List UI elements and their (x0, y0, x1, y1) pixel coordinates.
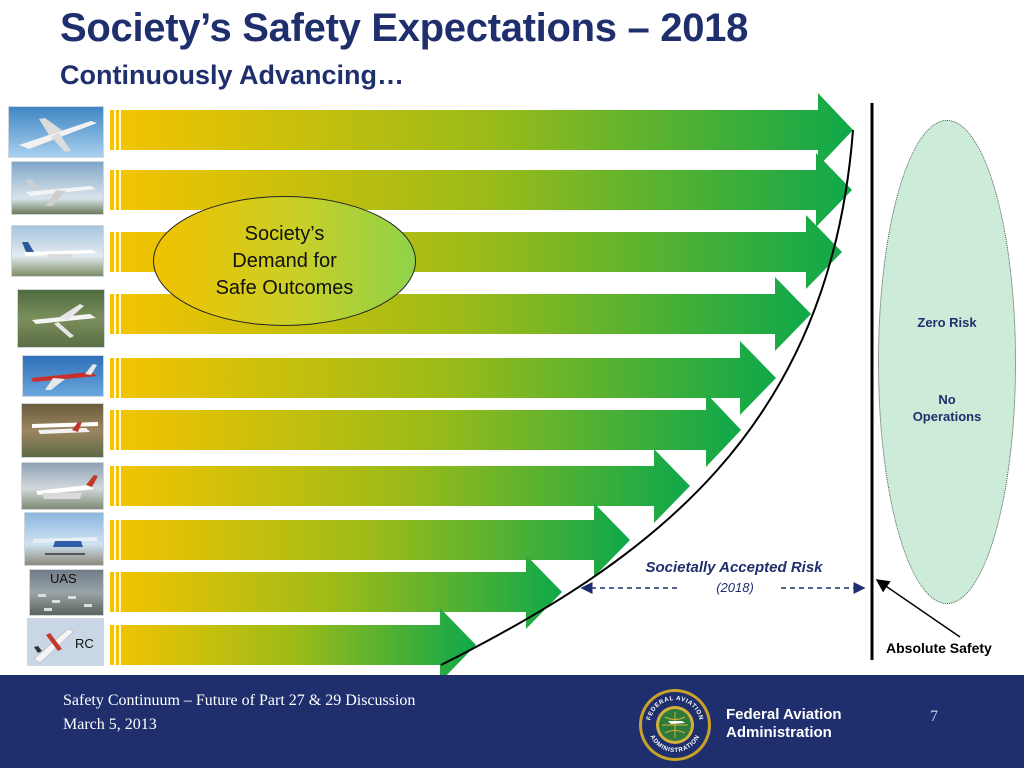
demand-line-3: Safe Outcomes (215, 276, 354, 299)
light-jet-thumbnail (17, 289, 105, 348)
arrow-experimental-aircraft (110, 503, 630, 577)
airliner-thumbnail (8, 106, 104, 158)
arrow-tail-stripe (119, 170, 121, 210)
arrow-tail-stripe (119, 294, 121, 334)
piston-aircraft-thumbnail (21, 403, 104, 458)
faa-line-2: Administration (726, 724, 832, 741)
faa-wordmark: Federal Aviation Administration (726, 706, 842, 742)
slide-subtitle: Continuously Advancing… (60, 60, 404, 90)
faa-seal-icon: FEDERAL AVIATION ADMINISTRATION (639, 689, 711, 761)
accepted-risk-curve (440, 129, 854, 666)
arrow-tail-stripe (114, 294, 116, 334)
uas-icon (38, 594, 92, 611)
business-jet-icon (26, 180, 96, 206)
uas-label: UAS (50, 571, 77, 586)
experimental-aircraft-icon (33, 537, 97, 555)
demand-line-2: Demand for (232, 249, 337, 272)
arrow-tail-stripe (119, 232, 121, 272)
airliner-icon (19, 118, 97, 152)
arrow-piston-aircraft (110, 393, 741, 467)
arrow-tail-stripe (119, 110, 121, 150)
societally-accepted-risk-label: Societally Accepted Risk (645, 559, 823, 576)
arrow-tail-stripe (114, 466, 116, 506)
arrow-tail-stripe (114, 232, 116, 272)
rc-label: RC (75, 636, 94, 651)
light-sport-aircraft-icon (36, 475, 98, 499)
arrow-tail-stripe (114, 110, 116, 150)
rc-model-thumbnail (27, 618, 104, 666)
no-operations-label-1: No (938, 392, 956, 407)
uas-thumbnail (29, 569, 104, 616)
demand-line-1: Society’s (244, 222, 325, 245)
arrow-rc-model (110, 608, 476, 682)
piston-aircraft-icon (32, 422, 98, 434)
footer-bar (0, 675, 1024, 768)
very-light-jet-icon (31, 364, 97, 390)
arrow-tail-stripe (114, 520, 116, 560)
society-demand-ellipse: Society’s Demand for Safe Outcomes (153, 196, 416, 326)
business-jet-thumbnail (11, 161, 104, 215)
arrow-tail-stripe (119, 466, 121, 506)
footer-date: March 5, 2013 (63, 716, 157, 733)
absolute-safety-pointer (875, 579, 961, 638)
arrow-tail-stripe (119, 625, 121, 665)
arrow-tail-stripe (114, 358, 116, 398)
arrow-tail-stripe (119, 358, 121, 398)
light-jet-icon (32, 304, 96, 338)
rc-model-icon (33, 628, 75, 664)
absolute-safety-label: Absolute Safety (886, 640, 992, 656)
turboprop-icon (22, 242, 98, 258)
very-light-jet-thumbnail (22, 355, 104, 397)
arrow-tail-stripe (114, 410, 116, 450)
arrow-tail-stripe (114, 170, 116, 210)
arrow-tail-stripe (114, 572, 116, 612)
zero-risk-oval (878, 120, 1016, 604)
no-operations-label-2: Operations (912, 409, 982, 424)
arrow-light-sport-aircraft (110, 449, 690, 523)
zero-risk-label: Zero Risk (917, 315, 977, 330)
footer-presentation-title: Safety Continuum – Future of Part 27 & 2… (63, 692, 416, 709)
arrow-very-light-jet (110, 341, 776, 415)
turboprop-thumbnail (11, 225, 104, 277)
arrow-tail-stripe (119, 410, 121, 450)
arrow-tail-stripe (119, 520, 121, 560)
light-sport-aircraft-thumbnail (21, 462, 104, 510)
arrow-tail-stripe (114, 625, 116, 665)
page-number: 7 (930, 708, 938, 725)
risk-year-label: (2018) (716, 580, 754, 595)
arrow-uas (110, 555, 562, 629)
arrow-airliner (110, 93, 853, 167)
faa-line-1: Federal Aviation (726, 706, 842, 723)
arrow-tail-stripe (119, 572, 121, 612)
experimental-aircraft-thumbnail (24, 512, 104, 566)
slide-title: Society’s Safety Expectations – 2018 (60, 6, 749, 50)
